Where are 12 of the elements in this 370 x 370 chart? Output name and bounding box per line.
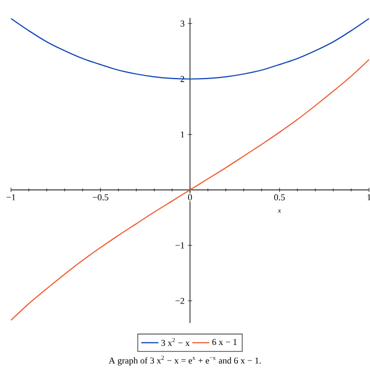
legend-label: 3 x$^{2}$ − x [161,338,190,346]
y-tick-label: −1 [176,242,184,248]
x-tick-label: 0.5 [274,194,285,200]
legend-label: 6 x − 1 [212,338,237,346]
text: A graph of 3 x$^{2}$ − x = e$^{x}$ + e$^{−x}$ and 6 x − 1. [108,356,261,366]
line-series [10,18,370,80]
x-tick-label: 0 [188,194,192,200]
y-tick-label: −2 [176,298,184,304]
x-tick-label: −1 [6,194,16,200]
y-tick-label: 3 [180,20,184,27]
y-tick-label: 1 [180,131,184,138]
x-tick-label: −0.5 [92,194,108,200]
